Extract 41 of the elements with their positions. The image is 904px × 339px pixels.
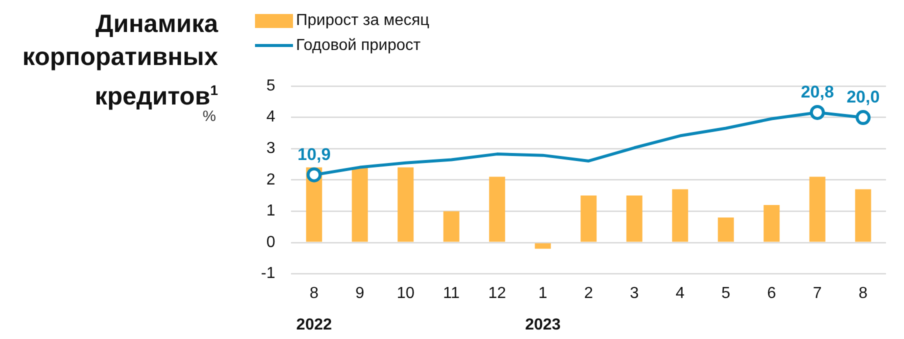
data-label: 20,0	[846, 88, 880, 107]
x-tick-label: 1	[538, 284, 548, 302]
chart-title: Динамика корпоративных кредитов$^{1}$	[21, 9, 218, 110]
bar	[718, 217, 734, 242]
legend-label: Прирост за месяц	[296, 12, 430, 30]
bar	[398, 167, 414, 242]
x-tick-label: 6	[767, 284, 776, 302]
x-tick-label: 10	[396, 284, 415, 302]
bar	[352, 167, 368, 242]
data-label: 20,8	[800, 82, 834, 102]
x-tick-label: 2	[584, 284, 594, 302]
x-tick-label: 11	[443, 284, 460, 302]
y-tick-label: 2	[266, 171, 276, 188]
bar	[809, 176, 826, 242]
x-tick-label: 7	[812, 284, 822, 302]
x-tick-label: 4	[676, 284, 685, 302]
y-tick-label: 3	[266, 140, 276, 158]
bar	[580, 196, 597, 242]
bar	[855, 189, 872, 242]
x-tick-label: 3	[630, 284, 639, 302]
data-label: 10,9	[298, 145, 331, 164]
x-tick-label: 8	[310, 284, 319, 302]
x-tick-label: 12	[488, 284, 506, 302]
bar	[489, 176, 506, 242]
y-tick-label: 5	[266, 77, 276, 94]
y-axis-title: %	[202, 108, 216, 125]
bar	[443, 211, 460, 242]
y-tick-label: 4	[266, 108, 276, 126]
bar	[534, 243, 551, 249]
bar	[672, 189, 688, 242]
text: 2023	[525, 316, 561, 334]
y-tick-label: -1	[260, 265, 276, 282]
x-tick-label: 8	[858, 284, 868, 302]
y-tick-label: 1	[266, 202, 276, 220]
text: 2022	[296, 316, 332, 334]
bar	[626, 196, 642, 242]
bar	[764, 204, 780, 242]
legend-label: Годовой прирост	[296, 36, 421, 54]
y-tick-label: 0	[266, 234, 276, 251]
x-tick-label: 5	[721, 284, 730, 302]
x-tick-label: 9	[355, 284, 364, 302]
